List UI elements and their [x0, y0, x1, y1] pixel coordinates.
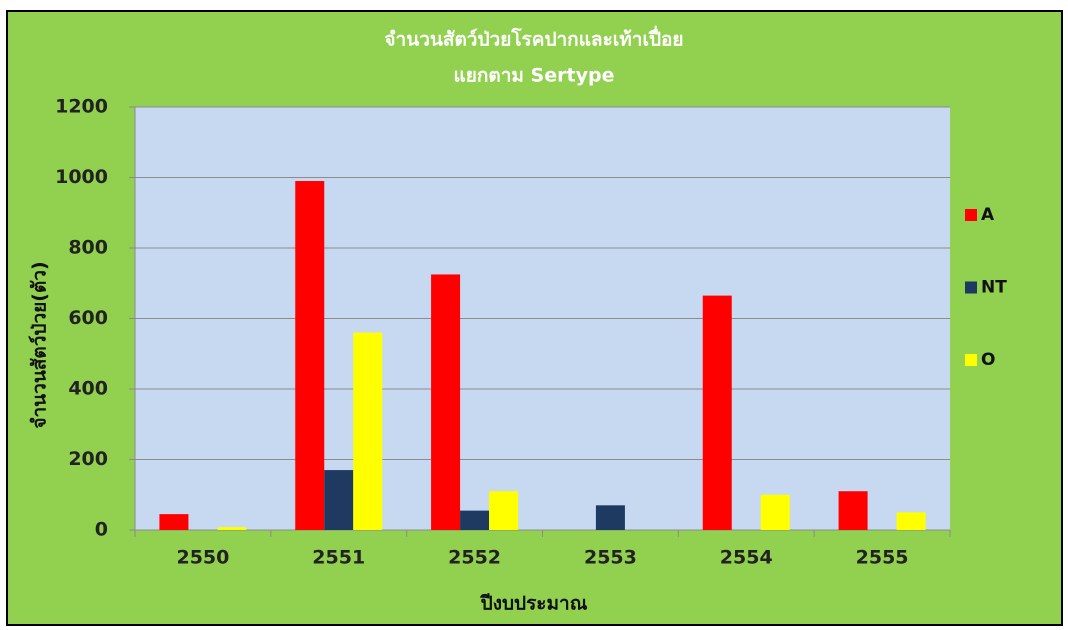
y-tick-label: 200	[68, 448, 108, 470]
y-tick-label: 600	[68, 307, 108, 329]
legend-label: A	[981, 205, 995, 225]
legend-label: NT	[981, 278, 1007, 298]
bar	[353, 332, 383, 530]
bar	[489, 491, 519, 530]
y-tick-label: 1200	[55, 96, 108, 118]
x-tick-label: 2555	[856, 547, 909, 569]
bar	[295, 181, 325, 530]
bar	[217, 527, 247, 530]
bar	[159, 514, 189, 530]
bar	[460, 510, 490, 530]
legend-swatch	[965, 209, 977, 221]
x-tick-label: 2554	[720, 547, 773, 569]
y-axis-title: จำนวนสัตว์ป่วย(ตัว)	[29, 261, 51, 428]
y-tick-label: 800	[68, 237, 108, 259]
x-tick-label: 2551	[312, 547, 365, 569]
y-tick-label: 400	[68, 378, 108, 400]
bar	[896, 512, 926, 530]
y-tick-label: 0	[95, 519, 108, 541]
bar	[838, 491, 868, 530]
x-axis-title: ปีงบประมาณ	[480, 593, 588, 615]
bar	[702, 295, 732, 530]
y-tick-label: 1000	[55, 166, 108, 188]
bar	[324, 470, 354, 530]
x-tick-label: 2552	[448, 547, 501, 569]
legend-swatch	[965, 281, 977, 294]
bar	[595, 505, 625, 530]
chart-title: จำนวนสัตว์ป่วยโรคปากและเท้าเปื่อย	[384, 26, 683, 51]
legend-swatch	[965, 354, 977, 366]
bar	[431, 274, 461, 530]
chart-subtitle: แยกตาม Sertype	[454, 65, 615, 87]
legend-label: O	[981, 350, 995, 370]
bar	[760, 494, 790, 530]
x-tick-label: 2550	[176, 547, 229, 569]
x-tick-label: 2553	[584, 547, 637, 569]
